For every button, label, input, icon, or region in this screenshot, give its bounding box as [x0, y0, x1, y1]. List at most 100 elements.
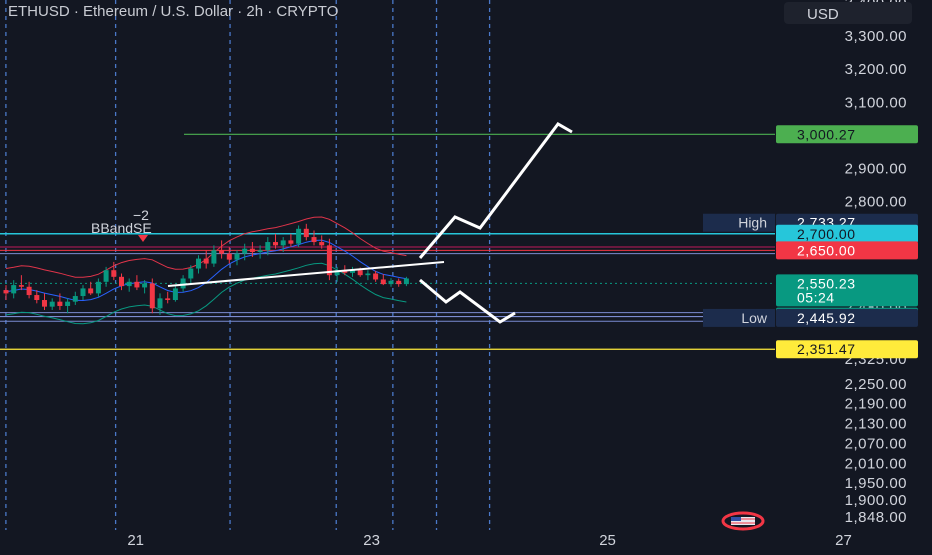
candle-body: [88, 288, 94, 294]
price-badge: 2,351.47: [776, 340, 918, 359]
candle-body: [280, 240, 286, 246]
price-tick: 2,010.00: [845, 455, 907, 472]
badge-bg: [776, 340, 918, 359]
indicator-value: −2: [133, 207, 149, 223]
candle-body: [226, 253, 232, 260]
badge-bg: [776, 224, 918, 243]
candle-body: [242, 248, 248, 254]
time-tick: 25: [599, 532, 616, 549]
price-tick: 2,800.00: [845, 194, 907, 211]
candle: [403, 276, 409, 287]
candle: [142, 280, 148, 294]
candle-body: [149, 283, 155, 309]
candle-body: [142, 283, 148, 288]
candle-body: [211, 250, 217, 264]
candle: [34, 290, 40, 304]
candle: [172, 285, 178, 302]
candle: [126, 278, 132, 292]
price-tick: 2,130.00: [845, 416, 907, 433]
price-badge: 3,000.27: [776, 125, 918, 144]
candle-body: [72, 296, 78, 302]
candle-body: [196, 258, 201, 269]
badge-tag-text: Low: [741, 310, 768, 326]
candles: [3, 223, 409, 315]
candle: [280, 237, 286, 252]
candle: [326, 238, 332, 281]
badge-value: 2,650.00: [797, 242, 856, 258]
currency-label: USD: [807, 6, 839, 23]
candle: [196, 255, 201, 274]
candle-body: [42, 300, 47, 307]
candle-body: [3, 290, 9, 294]
bullish-path-arrow: [418, 122, 573, 259]
price-tick: 3,300.00: [845, 28, 907, 45]
candle: [95, 278, 101, 297]
candle-body: [396, 280, 402, 285]
horizontal-levels: [0, 133, 775, 350]
candle-body: [103, 270, 109, 282]
candle-body: [296, 228, 302, 244]
badge-bg: [776, 308, 918, 327]
candle: [373, 270, 379, 282]
candle: [149, 278, 155, 314]
candle: [18, 275, 24, 291]
candle-body: [11, 285, 17, 294]
flag-icon[interactable]: [721, 511, 765, 531]
candle-body: [111, 270, 117, 277]
candle-body: [203, 258, 209, 264]
candle-body: [80, 288, 86, 297]
candle: [3, 285, 9, 301]
candle: [311, 230, 317, 246]
badge-bg: [776, 274, 918, 307]
price-tick: 1,900.00: [845, 492, 907, 509]
candle: [42, 293, 47, 310]
candle: [273, 233, 278, 249]
currency-box[interactable]: [784, 2, 912, 24]
drawings: [167, 122, 573, 324]
badge-value: 2,550.23: [797, 275, 856, 291]
candle-body: [26, 286, 32, 296]
badge-value: 2,445.92: [797, 310, 856, 326]
candle: [119, 273, 124, 291]
candle: [219, 240, 225, 259]
price-tick: 1,950.00: [845, 475, 907, 492]
candle-body: [57, 301, 63, 306]
candle-body: [165, 298, 171, 301]
price-tick: 1,848.00: [845, 509, 907, 526]
badge-value: 2,700.00: [797, 226, 856, 242]
candle-body: [403, 278, 409, 285]
candle-body: [219, 250, 225, 254]
indicator-label: BBandSE: [91, 220, 152, 236]
candle-body: [34, 295, 40, 301]
candle-body: [65, 301, 71, 306]
trendline: [167, 261, 445, 287]
price-badge: Low 2,445.92: [703, 308, 918, 327]
candle: [242, 243, 248, 261]
candle: [249, 242, 255, 257]
candle-body: [49, 301, 55, 307]
candle: [380, 274, 386, 286]
candle: [296, 225, 302, 248]
candle: [80, 285, 86, 301]
badge-tag-text: High: [738, 215, 767, 231]
candle-body: [265, 242, 271, 251]
candle-body: [365, 273, 371, 276]
candle-body: [180, 278, 186, 289]
candle-body: [126, 281, 132, 287]
candle: [103, 266, 109, 287]
candle: [111, 261, 117, 281]
candle-body: [380, 279, 386, 285]
time-tick: 23: [363, 532, 380, 549]
candle-body: [326, 245, 332, 276]
candle-body: [357, 270, 363, 276]
candle-body: [172, 288, 178, 301]
candle-body: [303, 228, 309, 238]
candle: [226, 247, 232, 264]
sell-marker-icon: [138, 235, 148, 242]
chart-title: ETHUSD · Ethereum / U.S. Dollar · 2h · C…: [8, 3, 338, 20]
candle: [165, 291, 171, 304]
bearish-path-arrow: [419, 278, 516, 324]
